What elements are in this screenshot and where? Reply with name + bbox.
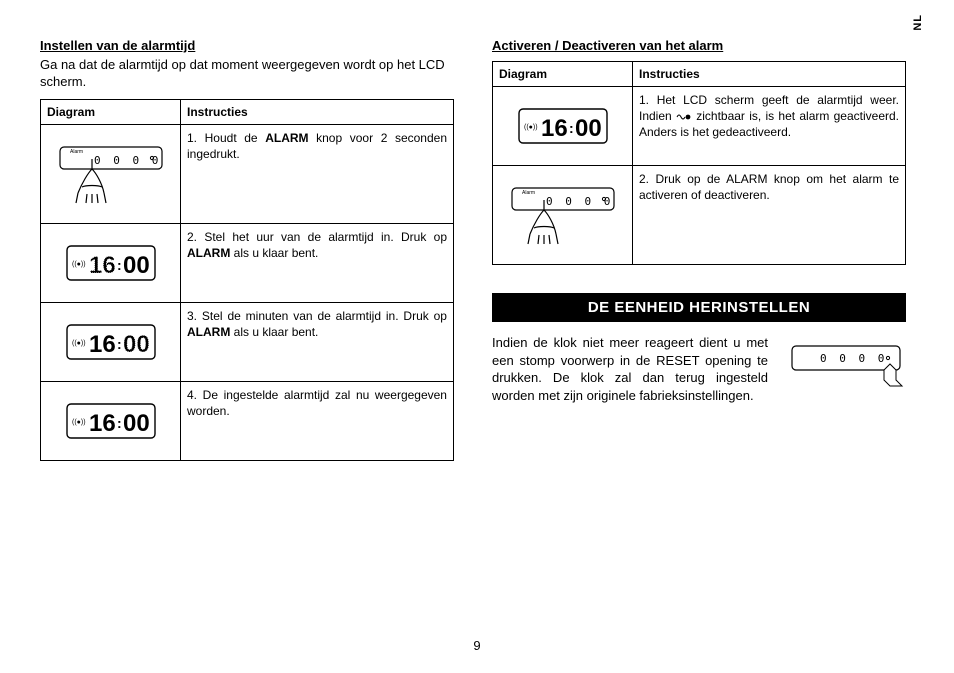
svg-text::: :: [569, 120, 574, 136]
svg-text:((●)): ((●)): [72, 261, 86, 268]
svg-text::: :: [117, 336, 122, 352]
diagram-alarm-on: ((●)) 16 : 00: [493, 87, 633, 166]
table-row: Alarm 0 0 0 0: [41, 124, 454, 223]
instr-1: 1. Houdt de ALARM knop voor 2 seconden i…: [181, 124, 454, 223]
instr-r1: 1. Het LCD scherm geeft de alarmtijd wee…: [633, 87, 906, 166]
left-column: Instellen van de alarmtijd Ga na dat de …: [40, 38, 454, 461]
table-row: Alarm 0 0 0 0: [493, 166, 906, 265]
diagram-press-toggle: Alarm 0 0 0 0: [493, 166, 633, 265]
svg-text:((●)): ((●)): [72, 419, 86, 426]
svg-text:0 0 0 0: 0 0 0 0: [546, 195, 613, 208]
svg-text:((●)): ((●)): [524, 124, 538, 131]
svg-text:16: 16: [89, 410, 116, 437]
svg-text:16: 16: [541, 115, 568, 142]
svg-text:0 0 0 0: 0 0 0 0: [820, 352, 887, 365]
svg-text:Alarm: Alarm: [522, 190, 535, 196]
alarm-icon: [676, 112, 692, 122]
language-tab: NL: [912, 14, 924, 31]
instr-3: 3. Stel de minuten van de alarmtijd in. …: [181, 302, 454, 381]
diagram-press-alarm: Alarm 0 0 0 0: [41, 124, 181, 223]
th-instructions: Instructies: [181, 99, 454, 124]
svg-text:00: 00: [575, 115, 602, 142]
right-table: Diagram Instructies ((●)) 16 : 00: [492, 61, 906, 265]
instr-2: 2. Stel het uur van de alarmtijd in. Dru…: [181, 223, 454, 302]
reset-heading: DE EENHEID HERINSTELLEN: [492, 293, 906, 322]
instr-4: 4. De ingestelde alarmtijd zal nu weerge…: [181, 381, 454, 460]
svg-text:00: 00: [123, 331, 150, 358]
svg-text:16: 16: [89, 252, 116, 279]
table-row: ((●)) 16 : 00 2. Stel het uur van de ala…: [41, 223, 454, 302]
page-number: 9: [0, 638, 954, 653]
right-column: Activeren / Deactiveren van het alarm Di…: [492, 38, 906, 461]
reset-diagram: 0 0 0 0: [786, 334, 906, 404]
left-intro: Ga na dat de alarmtijd op dat moment wee…: [40, 57, 454, 91]
instr-r2: 2. Druk op de ALARM knop om het alarm te…: [633, 166, 906, 265]
th-diagram: Diagram: [41, 99, 181, 124]
svg-text::: :: [117, 415, 122, 431]
diagram-steady: ((●)) 16 : 00: [41, 381, 181, 460]
left-title: Instellen van de alarmtijd: [40, 38, 454, 53]
table-row: ((●)) 16 : 00 4. De ingestelde alarmtijd…: [41, 381, 454, 460]
svg-text:((●)): ((●)): [72, 340, 86, 347]
svg-text:16: 16: [89, 331, 116, 358]
svg-text:0 0 0 0: 0 0 0 0: [94, 154, 161, 167]
diagram-hour-blink: ((●)) 16 : 00: [41, 223, 181, 302]
table-row: ((●)) 16 : 00 3. Stel de minuten van de …: [41, 302, 454, 381]
th-diagram-r: Diagram: [493, 62, 633, 87]
svg-text::: :: [117, 257, 122, 273]
svg-text:00: 00: [123, 252, 150, 279]
svg-text:00: 00: [123, 410, 150, 437]
left-table: Diagram Instructies Alarm 0 0 0 0: [40, 99, 454, 461]
table-row: ((●)) 16 : 00 1. Het LCD scherm geeft de…: [493, 87, 906, 166]
reset-text: Indien de klok niet meer reageert dient …: [492, 334, 768, 404]
svg-text:Alarm: Alarm: [70, 149, 83, 155]
diagram-min-blink: ((●)) 16 : 00: [41, 302, 181, 381]
th-instructions-r: Instructies: [633, 62, 906, 87]
right-title: Activeren / Deactiveren van het alarm: [492, 38, 906, 53]
